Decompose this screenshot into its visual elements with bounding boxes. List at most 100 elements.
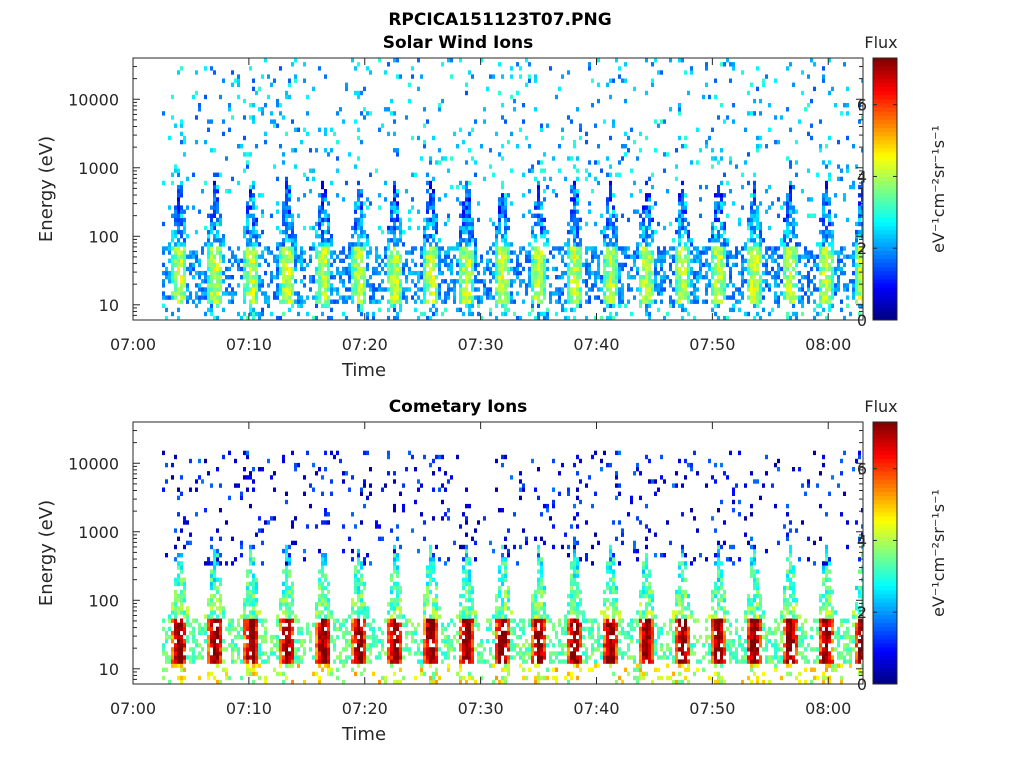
heatmap-cell [357,295,360,299]
heatmap-cell [690,242,693,246]
heatmap-cell [282,115,285,119]
heatmap-cell [504,193,507,197]
heatmap-cell [504,205,507,209]
heatmap-cell [246,598,249,602]
heatmap-cell [828,210,831,214]
heatmap-cell [744,128,747,132]
heatmap-cell [825,291,828,295]
heatmap-cell [213,561,216,565]
heatmap-cell [171,295,174,299]
heatmap-cell [252,263,255,267]
heatmap-cell [570,255,573,259]
heatmap-cell [420,287,423,291]
heatmap-cell [321,647,324,651]
heatmap-cell [315,602,318,606]
heatmap-cell [504,259,507,263]
heatmap-cell [207,263,210,267]
heatmap-cell [687,238,690,242]
heatmap-cell [450,263,453,267]
heatmap-cell [348,639,351,643]
heatmap-cell [174,528,177,532]
heatmap-cell [357,623,360,627]
heatmap-cell [597,58,600,62]
heatmap-cell [177,676,180,680]
heatmap-cell [465,222,468,226]
heatmap-cell [243,602,246,606]
heatmap-cell [222,647,225,651]
panel-title: Solar Wind Ions [383,33,534,53]
heatmap-cell [573,214,576,218]
heatmap-cell [321,210,324,214]
heatmap-cell [210,308,213,312]
heatmap-cell [318,255,321,259]
heatmap-cell [354,201,357,205]
heatmap-cell [810,255,813,259]
heatmap-cell [669,279,672,283]
heatmap-cell [273,488,276,492]
heatmap-cell [207,471,210,475]
heatmap-cell [396,214,399,218]
heatmap-cell [546,308,549,312]
heatmap-cell [351,606,354,610]
heatmap-cell [459,291,462,295]
heatmap-cell [282,259,285,263]
heatmap-cell [579,287,582,291]
heatmap-cell [315,148,318,152]
heatmap-cell [177,496,180,500]
heatmap-cell [243,295,246,299]
heatmap-cell [687,91,690,95]
colorbar-segment [873,304,897,308]
heatmap-cell [585,177,588,181]
heatmap-cell [288,610,291,614]
heatmap-cell [480,300,483,304]
heatmap-cell [471,283,474,287]
heatmap-cell [414,263,417,267]
heatmap-cell [606,304,609,308]
heatmap-cell [579,271,582,275]
heatmap-cell [354,263,357,267]
heatmap-cell [792,234,795,238]
heatmap-cell [306,95,309,99]
heatmap-cell [777,263,780,267]
heatmap-cell [576,275,579,279]
heatmap-cell [660,275,663,279]
heatmap-cell [756,267,759,271]
heatmap-cell [318,295,321,299]
heatmap-cell [285,234,288,238]
heatmap-cell [567,250,570,254]
heatmap-cell [255,598,258,602]
heatmap-cell [330,255,333,259]
heatmap-cell [465,255,468,259]
heatmap-cell [240,627,243,631]
heatmap-cell [852,250,855,254]
heatmap-cell [366,234,369,238]
heatmap-cell [315,672,318,676]
heatmap-cell [489,287,492,291]
heatmap-cell [636,287,639,291]
x-tick-label: 07:20 [342,335,388,354]
heatmap-cell [438,107,441,111]
heatmap-cell [462,287,465,291]
heatmap-cell [855,263,858,267]
heatmap-cell [327,304,330,308]
heatmap-cell [318,643,321,647]
heatmap-cell [285,561,288,565]
heatmap-cell [237,259,240,263]
heatmap-cell [705,140,708,144]
heatmap-cell [162,246,165,250]
heatmap-cell [231,255,234,259]
heatmap-cell [579,246,582,250]
x-axis-label: Time [341,360,386,381]
heatmap-cell [606,255,609,259]
heatmap-cell [750,246,753,250]
heatmap-cell [429,181,432,185]
heatmap-cell [774,246,777,250]
heatmap-cell [651,234,654,238]
heatmap-cell [606,295,609,299]
heatmap-cell [417,226,420,230]
heatmap-cell [783,250,786,254]
heatmap-cell [411,271,414,275]
heatmap-cell [429,246,432,250]
heatmap-cell [321,582,324,586]
heatmap-cell [339,259,342,263]
